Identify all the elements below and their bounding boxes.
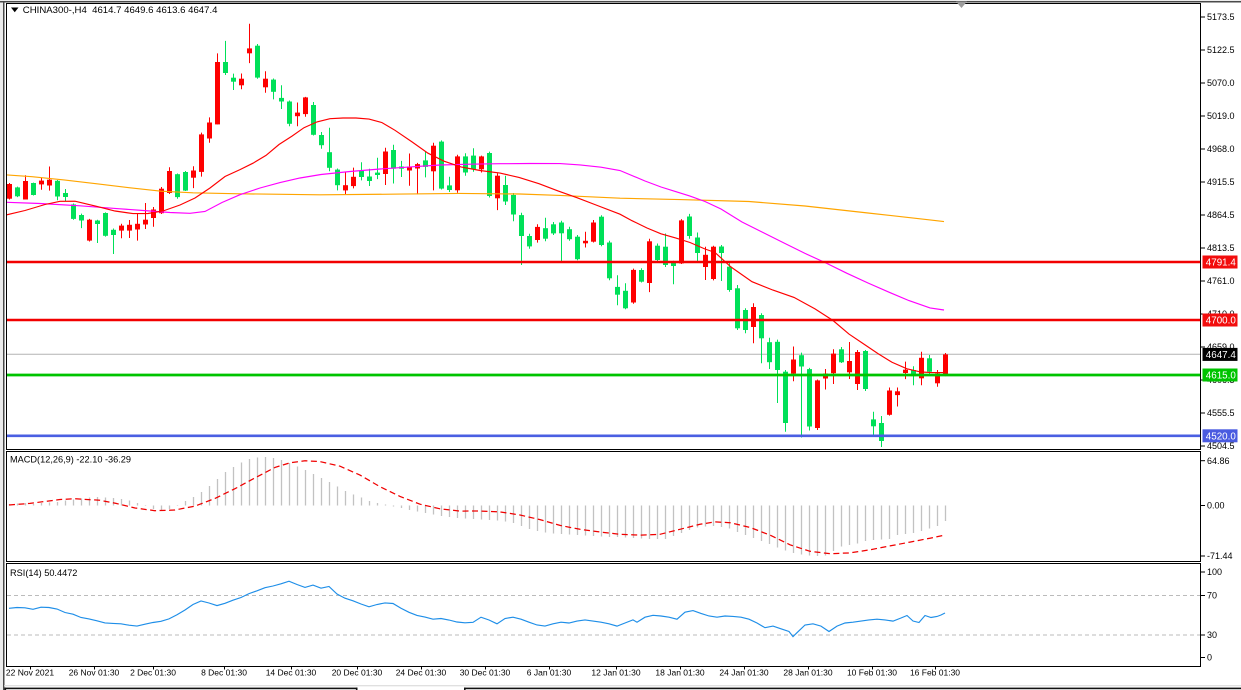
svg-text:CHINA300-,H4 4614.7 4649.6 46: CHINA300-,H4 4614.7 4649.6 4613.6 4647.4 [23,5,218,16]
svg-text:100: 100 [1207,567,1222,577]
svg-text:28 Jan 01:30: 28 Jan 01:30 [783,668,832,678]
svg-text:4555.5: 4555.5 [1207,408,1235,418]
svg-text:22 Nov 2021: 22 Nov 2021 [6,668,54,678]
svg-text:24 Jan 01:30: 24 Jan 01:30 [719,668,768,678]
svg-text:20 Dec 01:30: 20 Dec 01:30 [332,668,383,678]
svg-text:0.00: 0.00 [1207,501,1225,511]
svg-text:64.86: 64.86 [1207,456,1230,466]
svg-text:4813.5: 4813.5 [1207,243,1235,253]
svg-text:30 Dec 01:30: 30 Dec 01:30 [460,668,511,678]
svg-text:4968.0: 4968.0 [1207,144,1235,154]
svg-text:4520.0: 4520.0 [1206,431,1237,442]
svg-text:-71.44: -71.44 [1207,551,1233,561]
svg-text:2 Dec 01:30: 2 Dec 01:30 [130,668,176,678]
svg-text:4864.5: 4864.5 [1207,210,1235,220]
svg-text:4504.5: 4504.5 [1207,441,1235,451]
svg-text:4700.0: 4700.0 [1206,316,1237,327]
svg-text:4791.4: 4791.4 [1206,258,1237,269]
svg-text:18 Jan 01:30: 18 Jan 01:30 [655,668,704,678]
svg-text:14 Dec 01:30: 14 Dec 01:30 [266,668,317,678]
svg-text:5173.5: 5173.5 [1207,12,1235,22]
svg-text:6 Jan 01:30: 6 Jan 01:30 [527,668,572,678]
svg-text:5019.0: 5019.0 [1207,111,1235,121]
svg-text:4659.0: 4659.0 [1207,342,1235,352]
svg-text:MACD(12,26,9) -22.10 -36.29: MACD(12,26,9) -22.10 -36.29 [10,455,131,465]
svg-text:70: 70 [1207,591,1217,601]
svg-text:8 Dec 01:30: 8 Dec 01:30 [201,668,247,678]
svg-text:24 Dec 01:30: 24 Dec 01:30 [396,668,447,678]
svg-text:30: 30 [1207,630,1217,640]
svg-text:4647.4: 4647.4 [1206,350,1237,361]
svg-text:4615.0: 4615.0 [1206,371,1237,382]
svg-text:5122.5: 5122.5 [1207,45,1235,55]
svg-text:16 Feb 01:30: 16 Feb 01:30 [910,668,960,678]
svg-text:12 Jan 01:30: 12 Jan 01:30 [591,668,640,678]
svg-text:5070.0: 5070.0 [1207,78,1235,88]
svg-text:0: 0 [1207,653,1212,663]
svg-text:10 Feb 01:30: 10 Feb 01:30 [847,668,897,678]
svg-text:RSI(14) 50.4472: RSI(14) 50.4472 [10,568,77,578]
svg-text:4761.0: 4761.0 [1207,276,1235,286]
svg-text:4915.5: 4915.5 [1207,177,1235,187]
svg-text:26 Nov 01:30: 26 Nov 01:30 [69,668,120,678]
